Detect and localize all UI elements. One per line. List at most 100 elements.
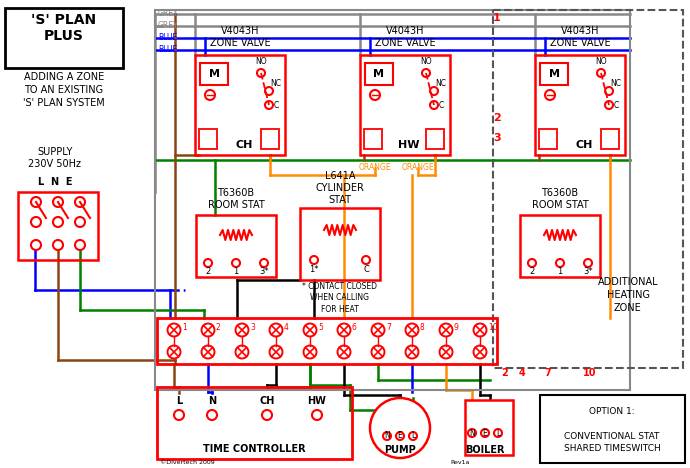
Text: ORANGE: ORANGE: [359, 163, 391, 173]
Text: 2: 2: [529, 268, 535, 277]
Circle shape: [53, 240, 63, 250]
Text: L: L: [411, 431, 415, 440]
Text: 5: 5: [318, 323, 323, 332]
Circle shape: [232, 259, 240, 267]
Circle shape: [201, 323, 215, 336]
Circle shape: [370, 90, 380, 100]
Circle shape: [371, 345, 384, 358]
Circle shape: [75, 217, 85, 227]
Circle shape: [440, 345, 453, 358]
Text: 9: 9: [454, 323, 459, 332]
Circle shape: [556, 259, 564, 267]
Bar: [601, 129, 619, 149]
Text: ADDING A ZONE
TO AN EXISTING
'S' PLAN SYSTEM: ADDING A ZONE TO AN EXISTING 'S' PLAN SY…: [23, 72, 105, 108]
Text: N: N: [384, 431, 390, 440]
Text: M: M: [208, 69, 219, 79]
Circle shape: [304, 345, 317, 358]
Circle shape: [168, 345, 181, 358]
Text: GREY: GREY: [158, 8, 179, 17]
Text: M: M: [549, 69, 560, 79]
Circle shape: [270, 345, 282, 358]
Text: N: N: [469, 429, 475, 438]
Bar: [157, 387, 352, 459]
Text: TIME CONTROLLER: TIME CONTROLLER: [203, 444, 306, 454]
Text: 3*: 3*: [583, 268, 593, 277]
Circle shape: [584, 259, 592, 267]
Text: 10: 10: [488, 323, 497, 332]
Text: NC: NC: [611, 79, 622, 88]
Text: C: C: [273, 101, 279, 110]
Text: HW: HW: [308, 396, 326, 406]
Text: E: E: [397, 431, 402, 440]
Text: 3*: 3*: [259, 268, 269, 277]
Text: 1: 1: [233, 268, 239, 277]
Bar: [195, 55, 285, 155]
Text: NO: NO: [595, 58, 607, 66]
Circle shape: [31, 240, 41, 250]
Text: E: E: [482, 429, 487, 438]
Circle shape: [383, 432, 391, 440]
Circle shape: [473, 345, 486, 358]
Text: 'S' PLAN
PLUS: 'S' PLAN PLUS: [32, 13, 97, 43]
Text: 6: 6: [352, 323, 357, 332]
Bar: [261, 129, 279, 149]
Text: 2: 2: [206, 268, 210, 277]
Circle shape: [262, 410, 272, 420]
Text: 4: 4: [284, 323, 289, 332]
Bar: [199, 129, 217, 149]
Circle shape: [409, 432, 417, 440]
Text: V4043H
ZONE VALVE: V4043H ZONE VALVE: [375, 26, 435, 48]
Circle shape: [204, 259, 212, 267]
Text: 3: 3: [250, 323, 255, 332]
Text: C: C: [613, 101, 619, 110]
Bar: [5, 8, 123, 68]
Text: BLUE: BLUE: [158, 34, 177, 43]
Bar: [360, 55, 450, 155]
Circle shape: [75, 240, 85, 250]
Bar: [365, 63, 393, 85]
Circle shape: [468, 429, 476, 437]
Text: L: L: [176, 396, 182, 406]
Text: 7: 7: [386, 323, 391, 332]
Bar: [540, 63, 568, 85]
Text: BOILER: BOILER: [465, 445, 505, 455]
Bar: [300, 208, 380, 280]
Text: 2: 2: [493, 113, 501, 123]
Circle shape: [406, 323, 419, 336]
Circle shape: [53, 197, 63, 207]
Text: T6360B
ROOM STAT: T6360B ROOM STAT: [531, 188, 589, 210]
Circle shape: [337, 345, 351, 358]
Circle shape: [481, 429, 489, 437]
Circle shape: [396, 432, 404, 440]
Circle shape: [597, 69, 605, 77]
Text: NO: NO: [255, 58, 267, 66]
Text: Rev1a: Rev1a: [450, 460, 469, 465]
Text: 2: 2: [216, 323, 221, 332]
Circle shape: [304, 323, 317, 336]
Text: ORANGE: ORANGE: [402, 163, 434, 173]
Text: V4043H
ZONE VALVE: V4043H ZONE VALVE: [210, 26, 270, 48]
Circle shape: [605, 101, 613, 109]
Bar: [426, 129, 444, 149]
Text: SUPPLY
230V 50Hz: SUPPLY 230V 50Hz: [28, 147, 81, 169]
Text: CH: CH: [259, 396, 275, 406]
Circle shape: [312, 410, 322, 420]
Circle shape: [235, 345, 248, 358]
Circle shape: [528, 259, 536, 267]
Text: NC: NC: [270, 79, 282, 88]
Text: 1: 1: [558, 268, 562, 277]
Circle shape: [31, 217, 41, 227]
Text: HW: HW: [398, 140, 420, 150]
Circle shape: [265, 101, 273, 109]
Bar: [540, 395, 685, 463]
Text: V4043H
ZONE VALVE: V4043H ZONE VALVE: [550, 26, 611, 48]
Circle shape: [430, 101, 438, 109]
Text: BLUE: BLUE: [158, 45, 177, 54]
Circle shape: [265, 87, 273, 95]
Text: NO: NO: [420, 58, 432, 66]
Text: ADDITIONAL
HEATING
ZONE: ADDITIONAL HEATING ZONE: [598, 277, 658, 313]
Bar: [539, 129, 557, 149]
Text: * CONTACT CLOSED
WHEN CALLING
FOR HEAT: * CONTACT CLOSED WHEN CALLING FOR HEAT: [302, 282, 377, 314]
Circle shape: [174, 410, 184, 420]
Text: CH: CH: [235, 140, 253, 150]
